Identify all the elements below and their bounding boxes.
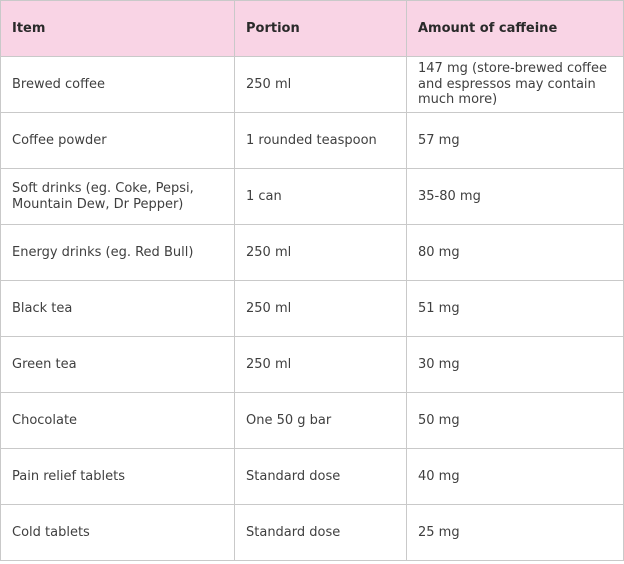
- cell-caffeine: 40 mg: [406, 448, 624, 505]
- cell-caffeine: 51 mg: [406, 280, 624, 337]
- cell-item: Green tea: [0, 336, 235, 393]
- table-header: Item Portion Amount of caffeine: [0, 0, 624, 57]
- cell-portion: One 50 g bar: [234, 392, 407, 449]
- table-row: Coffee powder 1 rounded teaspoon 57 mg: [0, 112, 624, 169]
- cell-caffeine: 50 mg: [406, 392, 624, 449]
- cell-portion: 250 ml: [234, 336, 407, 393]
- table-row: Chocolate One 50 g bar 50 mg: [0, 392, 624, 449]
- table-body: Brewed coffee 250 ml 147 mg (store-brewe…: [0, 56, 624, 561]
- cell-caffeine: 147 mg (store-brewed coffee and espresso…: [406, 56, 624, 113]
- table-row: Green tea 250 ml 30 mg: [0, 336, 624, 393]
- header-caffeine-amount: Amount of caffeine: [406, 0, 624, 57]
- cell-item: Coffee powder: [0, 112, 235, 169]
- cell-portion: 250 ml: [234, 56, 407, 113]
- header-item: Item: [0, 0, 235, 57]
- cell-item: Cold tablets: [0, 504, 235, 561]
- table-row: Soft drinks (eg. Coke, Pepsi, Mountain D…: [0, 168, 624, 225]
- cell-item: Black tea: [0, 280, 235, 337]
- cell-portion: 250 ml: [234, 224, 407, 281]
- cell-portion: Standard dose: [234, 504, 407, 561]
- cell-caffeine: 80 mg: [406, 224, 624, 281]
- table-row: Black tea 250 ml 51 mg: [0, 280, 624, 337]
- cell-item: Energy drinks (eg. Red Bull): [0, 224, 235, 281]
- table-row: Pain relief tablets Standard dose 40 mg: [0, 448, 624, 505]
- cell-portion: 1 rounded teaspoon: [234, 112, 407, 169]
- cell-item: Soft drinks (eg. Coke, Pepsi, Mountain D…: [0, 168, 235, 225]
- table-row: Energy drinks (eg. Red Bull) 250 ml 80 m…: [0, 224, 624, 281]
- cell-portion: 1 can: [234, 168, 407, 225]
- cell-caffeine: 57 mg: [406, 112, 624, 169]
- header-portion: Portion: [234, 0, 407, 57]
- cell-item: Brewed coffee: [0, 56, 235, 113]
- cell-portion: 250 ml: [234, 280, 407, 337]
- table-row: Cold tablets Standard dose 25 mg: [0, 504, 624, 561]
- cell-portion: Standard dose: [234, 448, 407, 505]
- table-row: Brewed coffee 250 ml 147 mg (store-brewe…: [0, 56, 624, 113]
- header-row: Item Portion Amount of caffeine: [0, 0, 624, 57]
- cell-caffeine: 30 mg: [406, 336, 624, 393]
- cell-caffeine: 25 mg: [406, 504, 624, 561]
- cell-item: Chocolate: [0, 392, 235, 449]
- cell-caffeine: 35-80 mg: [406, 168, 624, 225]
- cell-item: Pain relief tablets: [0, 448, 235, 505]
